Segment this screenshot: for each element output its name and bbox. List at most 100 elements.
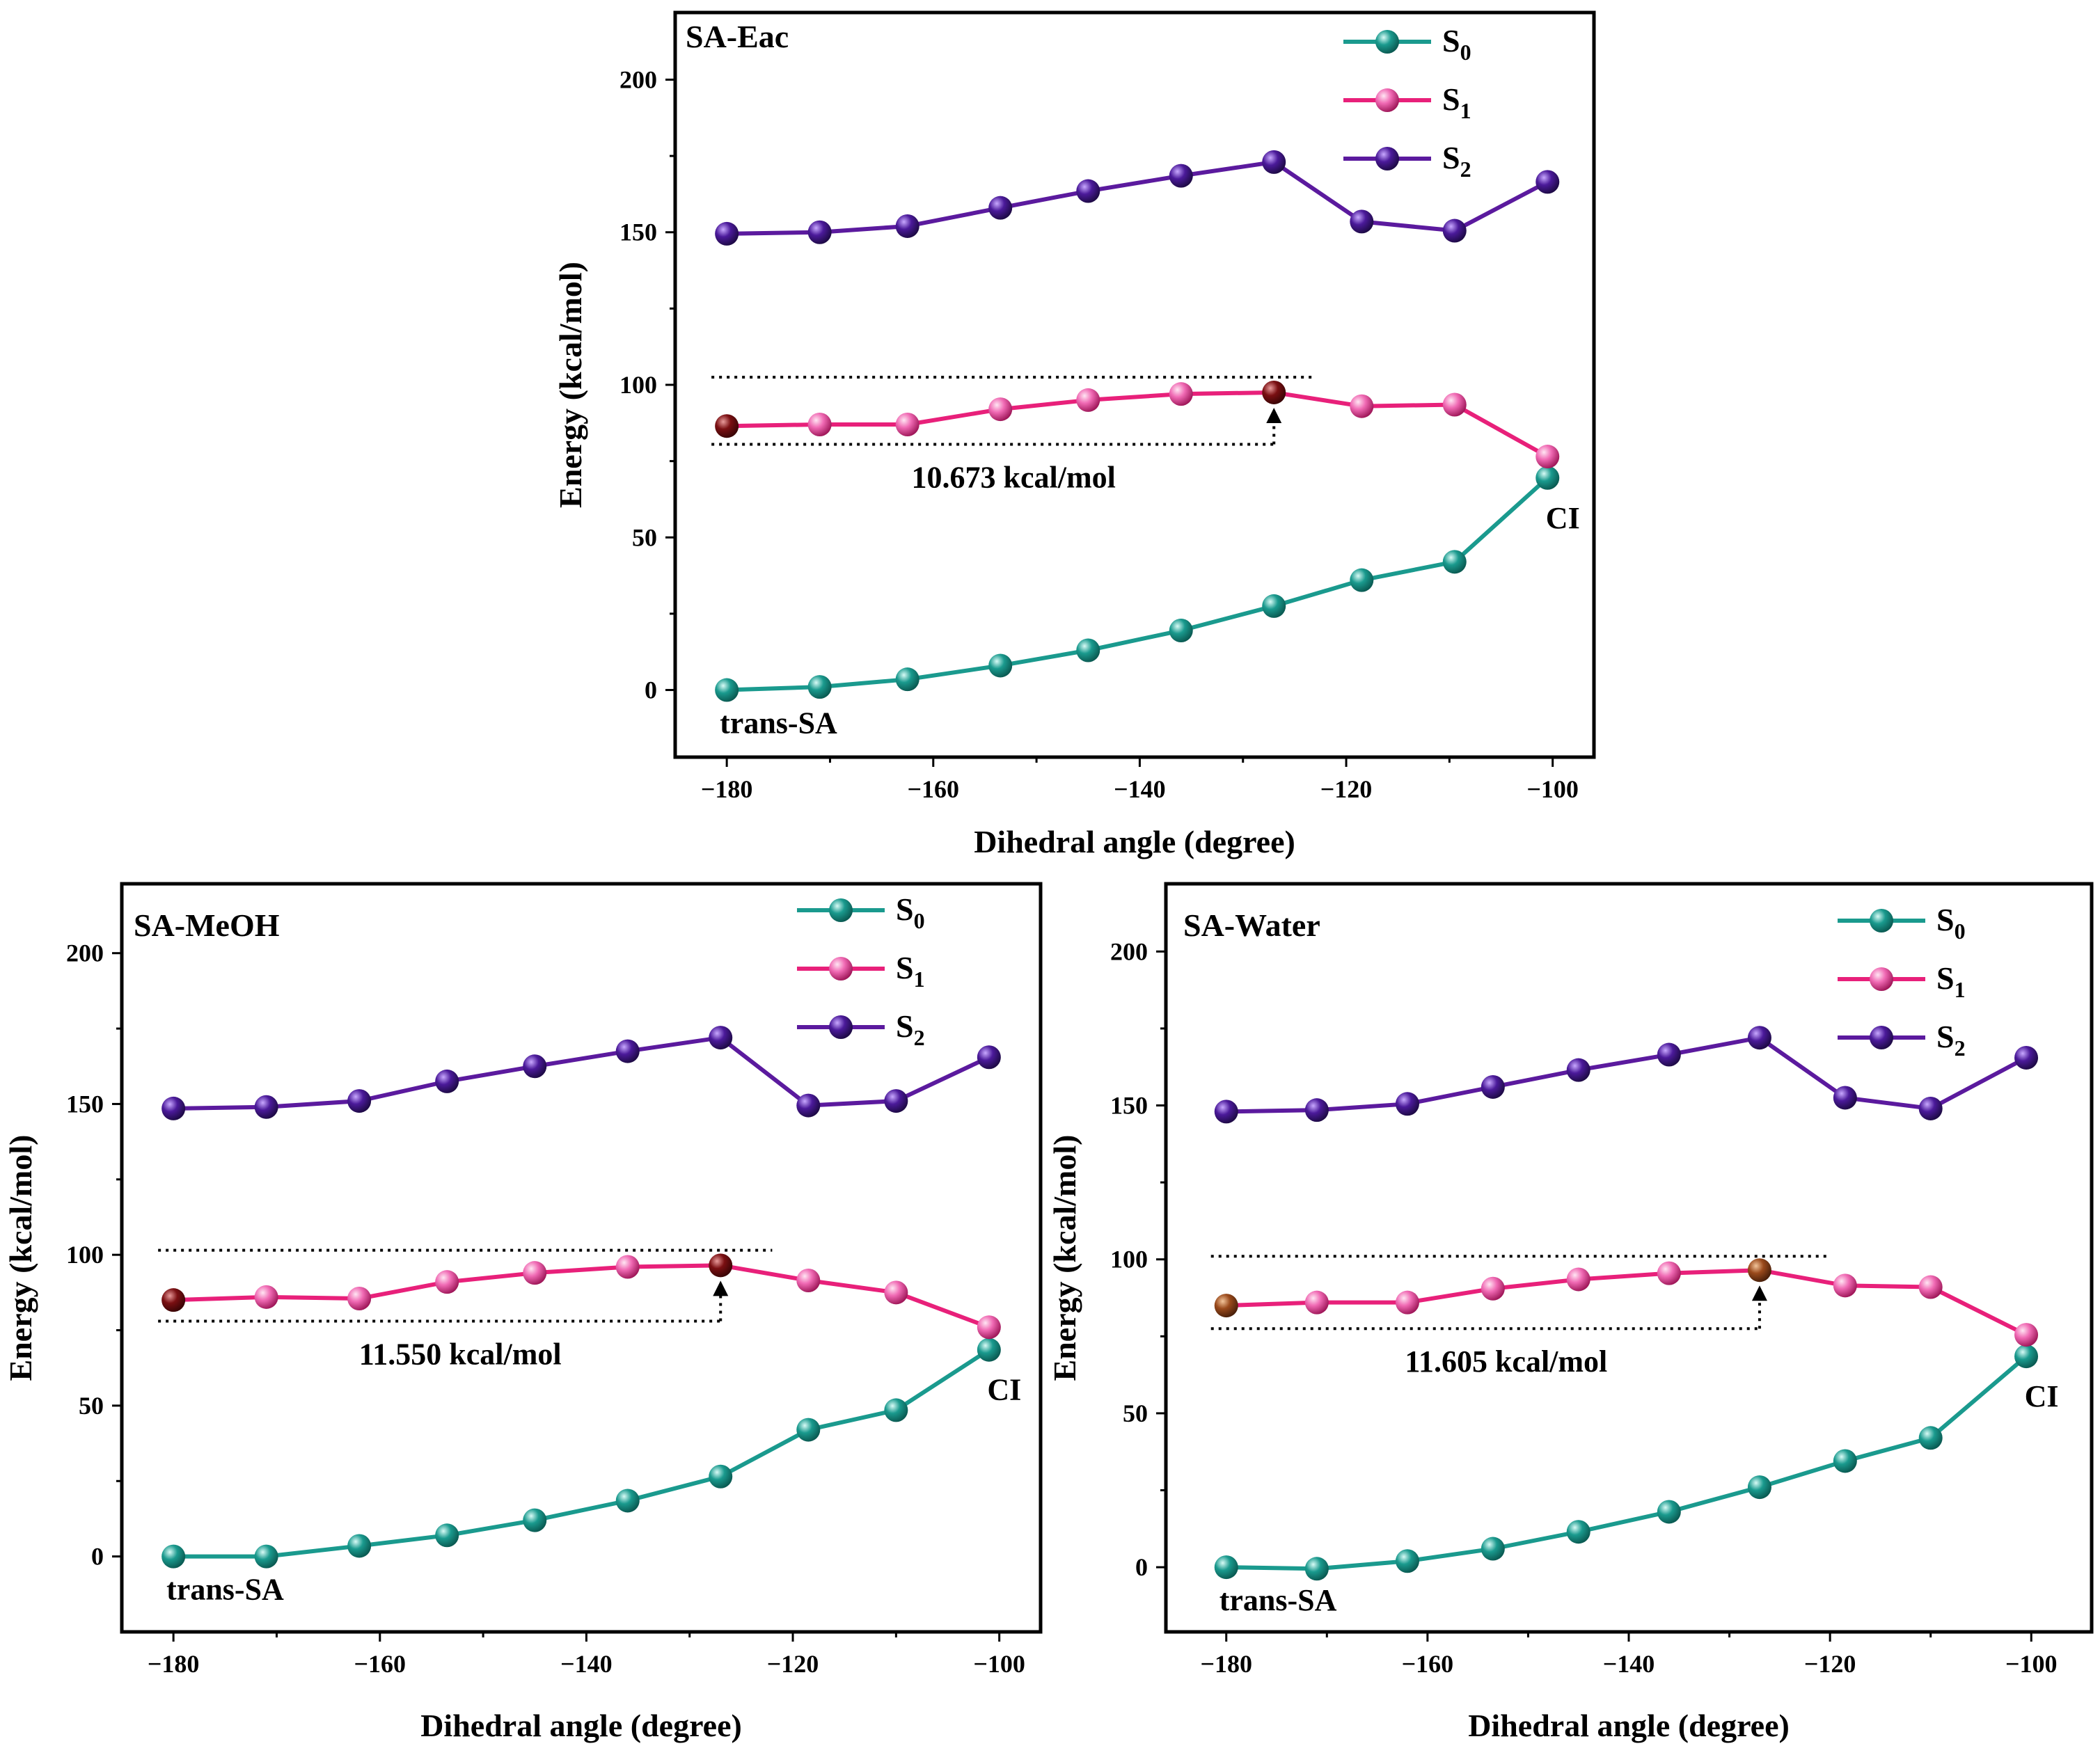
barrier-label: 10.673 kcal/mol	[912, 461, 1116, 495]
x-tick-label: −140	[560, 1650, 613, 1678]
data-point-s1	[2014, 1323, 2039, 1347]
data-point-s0	[1566, 1520, 1590, 1544]
data-point-s0	[254, 1544, 278, 1569]
x-tick-label: −120	[1804, 1650, 1856, 1678]
series-line-s2	[1226, 1035, 2028, 1114]
data-point-s2	[347, 1089, 372, 1113]
data-point-s2	[1566, 1058, 1590, 1082]
y-axis-label: Energy (kcal/mol)	[3, 1135, 38, 1381]
data-point-s2	[1350, 209, 1374, 234]
data-point-s2	[254, 1095, 278, 1119]
data-point-s2	[1747, 1026, 1771, 1050]
data-point-s1	[796, 1269, 821, 1293]
panel-sa-water: 0 50 100 150 200 −180 −160 −140 −120 −100 Dihedral…	[1047, 882, 2094, 1743]
legend-label-main: S	[1442, 81, 1460, 117]
y-tick-label: 100	[619, 371, 657, 399]
legend-label-main: S	[1936, 902, 1955, 937]
data-point-s1	[884, 1280, 908, 1305]
x-tick-label: −160	[908, 775, 960, 803]
y-tick-label: 50	[79, 1392, 104, 1420]
data-point-s2	[1262, 150, 1286, 174]
data-point-s1	[709, 1253, 733, 1278]
legend-label-sub: 2	[914, 1025, 925, 1050]
data-point-s2	[988, 196, 1013, 220]
x-tick-label: −140	[1114, 775, 1166, 803]
data-point-s2	[1076, 179, 1100, 203]
y-tick-label: 0	[645, 676, 657, 704]
series-line-s2	[173, 1035, 990, 1111]
data-point-s1	[1833, 1273, 1857, 1298]
data-point-s1	[1169, 382, 1193, 406]
data-point-s2	[1833, 1086, 1857, 1110]
legend-label-sub: 1	[914, 967, 925, 992]
data-point-s0	[435, 1523, 459, 1548]
data-point-s1	[1657, 1261, 1681, 1285]
series-line-s0	[1226, 1354, 2028, 1571]
data-point-s2	[1442, 219, 1467, 243]
x-tick-label: −160	[354, 1650, 406, 1678]
data-point-s0	[1657, 1500, 1681, 1524]
panel-title: SA-Eac	[686, 19, 789, 54]
data-point-s0	[1747, 1475, 1771, 1500]
data-point-s1	[523, 1261, 547, 1285]
y-axis-label: Energy (kcal/mol)	[553, 262, 588, 508]
data-point-s2	[1918, 1096, 1943, 1120]
panel-title: SA-Water	[1183, 907, 1320, 943]
legend-label-main: S	[1936, 960, 1955, 996]
annotation-trans-sa: trans-SA	[720, 706, 837, 740]
y-tick-label: 150	[619, 219, 657, 246]
data-point-s0	[523, 1508, 547, 1532]
legend-label-sub: 0	[914, 908, 925, 933]
legend-label-main: S	[1442, 140, 1460, 175]
legend-marker-s2	[1870, 1026, 1893, 1049]
y-tick-label: 150	[1110, 1092, 1148, 1120]
data-point-s2	[807, 220, 832, 244]
data-point-s2	[1395, 1092, 1419, 1116]
data-point-s2	[977, 1045, 1001, 1070]
data-point-s0	[1214, 1555, 1238, 1580]
data-point-s0	[807, 675, 832, 699]
data-point-s1	[347, 1287, 372, 1311]
data-point-s1	[1747, 1258, 1771, 1283]
legend-label-sub: 2	[1955, 1035, 1966, 1061]
data-point-s0	[1918, 1426, 1943, 1450]
data-point-s0	[615, 1489, 640, 1513]
annotation-trans-sa: trans-SA	[1219, 1583, 1337, 1617]
legend-marker-s0	[829, 898, 853, 922]
data-point-s1	[1304, 1290, 1329, 1315]
legend-label-s2: S2	[1442, 140, 1471, 182]
data-point-s2	[615, 1039, 640, 1063]
x-tick-label: −100	[1526, 775, 1579, 803]
x-tick-label: −180	[1200, 1650, 1252, 1678]
panel-title: SA-MeOH	[134, 907, 280, 943]
legend-marker-s1	[1375, 88, 1399, 112]
data-point-s0	[895, 667, 919, 692]
legend-label-s1: S1	[1936, 960, 1966, 1002]
legend-label-s1: S1	[1442, 81, 1471, 123]
barrier-label: 11.550 kcal/mol	[359, 1338, 562, 1372]
data-point-s0	[715, 678, 739, 702]
data-point-s2	[715, 221, 739, 246]
data-point-s1	[1350, 394, 1374, 418]
barrier-arrow-head	[713, 1280, 729, 1296]
data-point-s1	[1566, 1267, 1590, 1292]
series-line-s0	[173, 1348, 990, 1559]
legend-label-sub: 0	[1460, 40, 1471, 65]
panel-sa-meoh: 0 50 100 150 200 −180 −160 −140 −120 −100 Dihedral…	[3, 882, 1043, 1743]
barrier-arrow-head	[1751, 1285, 1767, 1301]
x-tick-label: −140	[1603, 1650, 1655, 1678]
legend-label-s0: S0	[896, 891, 925, 933]
data-point-s0	[1395, 1549, 1419, 1573]
legend-label-main: S	[896, 1008, 914, 1044]
data-point-s1	[1395, 1290, 1419, 1315]
data-point-s1	[977, 1315, 1001, 1340]
x-tick-label: −100	[2005, 1650, 2058, 1678]
y-tick-label: 50	[632, 523, 657, 551]
data-point-s2	[1657, 1042, 1681, 1067]
x-tick-label: −120	[1320, 775, 1373, 803]
plot-frame	[673, 10, 1596, 759]
y-tick-label: 150	[66, 1090, 104, 1118]
data-point-s2	[709, 1026, 733, 1050]
data-point-s2	[884, 1089, 908, 1113]
series-line-s1	[727, 390, 1549, 459]
